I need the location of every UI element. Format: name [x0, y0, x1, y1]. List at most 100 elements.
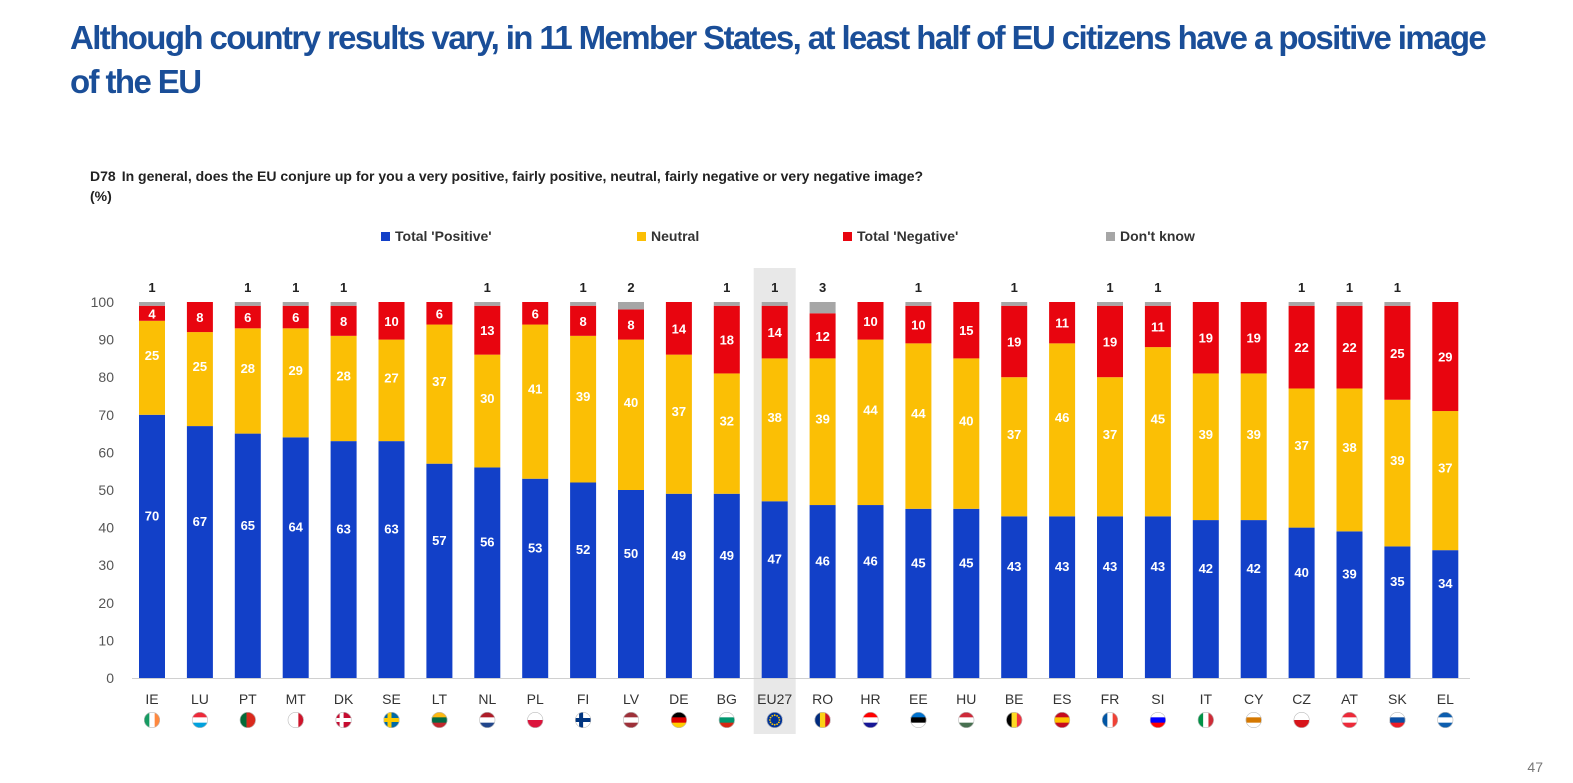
- bar-segment-positive: [761, 501, 788, 678]
- x-tick-label: HR: [860, 691, 880, 707]
- x-tick-label: IT: [1200, 691, 1213, 707]
- value-label-neutral: 38: [1342, 440, 1356, 455]
- value-label-dont-know: 3: [819, 280, 826, 295]
- flag-outline: [479, 711, 496, 728]
- bar-segment-negative: [618, 309, 644, 340]
- x-tick-label: SK: [1388, 691, 1407, 707]
- value-label-negative: 10: [384, 314, 398, 329]
- bar-segment-dont-know: [809, 302, 836, 314]
- y-tick-label: 0: [106, 670, 114, 686]
- bar-segment-dont-know: [570, 302, 597, 306]
- value-label-neutral: 37: [1294, 438, 1308, 453]
- value-label-positive: 64: [288, 520, 303, 535]
- bar-segment-neutral: [474, 354, 501, 468]
- value-label-dont-know: 1: [340, 280, 347, 295]
- question-unit: (%): [90, 188, 112, 204]
- flag-icon-lv: [623, 712, 639, 728]
- bar-segment-negative: [522, 302, 549, 325]
- bar-segment-negative: [1144, 305, 1171, 348]
- value-label-negative: 6: [532, 306, 539, 321]
- flag-outline: [144, 711, 161, 728]
- value-label-negative: 15: [959, 323, 973, 338]
- value-label-neutral: 38: [767, 410, 781, 425]
- value-label-negative: 19: [1246, 331, 1260, 346]
- flag-outline: [1102, 711, 1119, 728]
- bar-segment-positive: [1336, 531, 1363, 678]
- flag-icon-pl: [527, 712, 544, 728]
- flag-icon-mt: [287, 712, 304, 728]
- value-label-neutral: 39: [576, 389, 590, 404]
- x-tick-label: ES: [1053, 691, 1072, 707]
- legend-label-positive: Total 'Positive': [395, 228, 492, 244]
- flag-icon-bg: [718, 712, 735, 728]
- flag-icon-hr: [862, 712, 879, 728]
- bar-segment-negative: [282, 305, 309, 329]
- bar-segment-positive: [1432, 550, 1459, 678]
- bar-segment-positive: [905, 508, 932, 678]
- value-label-positive: 49: [720, 548, 734, 563]
- value-label-positive: 45: [959, 555, 973, 570]
- bar-segment-negative: [713, 305, 740, 374]
- value-label-neutral: 30: [480, 391, 494, 406]
- bar-segment-positive: [953, 508, 980, 678]
- value-label-dont-know: 1: [148, 280, 155, 295]
- page-number: 47: [1527, 759, 1543, 775]
- value-label-dont-know: 1: [1011, 280, 1018, 295]
- flag-icon-se: [383, 712, 400, 728]
- flag-icon-si: [1149, 712, 1166, 728]
- bar-segment-positive: [426, 463, 453, 678]
- value-label-positive: 43: [1151, 559, 1165, 574]
- value-label-negative: 29: [1438, 350, 1452, 365]
- bar-segment-negative: [378, 302, 405, 340]
- bar-segment-positive: [1144, 516, 1171, 678]
- value-label-negative: 19: [1199, 331, 1213, 346]
- question-text: In general, does the EU conjure up for y…: [121, 168, 924, 184]
- bar-segment-neutral: [186, 332, 213, 427]
- bar-segment-negative: [905, 305, 932, 344]
- flag-icon-pt: [239, 712, 256, 728]
- legend-item-positive: Total 'Positive': [381, 228, 492, 244]
- flag-icon-dk: [335, 712, 352, 728]
- x-tick-label: FI: [577, 691, 589, 707]
- bar-segment-negative: [330, 305, 357, 336]
- bar-segment-positive: [713, 493, 740, 678]
- flag-icon-eu27: [766, 712, 783, 728]
- flag-outline: [1054, 711, 1071, 728]
- value-label-dont-know: 2: [627, 280, 634, 295]
- value-label-negative: 8: [196, 310, 203, 325]
- flag-icon-lt: [431, 712, 448, 728]
- bar-segment-positive: [1049, 516, 1076, 678]
- bar-segment-dont-know: [905, 302, 932, 306]
- bar-segment-neutral: [570, 335, 597, 483]
- value-label-dont-know: 1: [1106, 280, 1113, 295]
- value-label-neutral: 37: [1007, 427, 1021, 442]
- value-label-negative: 22: [1342, 340, 1356, 355]
- value-label-neutral: 28: [241, 361, 255, 376]
- flag-icon-at: [1341, 712, 1358, 728]
- value-label-negative: 13: [480, 323, 494, 338]
- x-tick-label: RO: [812, 691, 833, 707]
- y-tick-label: 70: [98, 407, 114, 423]
- bar-segment-dont-know: [139, 302, 165, 306]
- bar-segment-negative: [1288, 305, 1315, 389]
- bar-segment-dont-know: [282, 302, 309, 306]
- value-label-positive: 52: [576, 542, 590, 557]
- bar-segment-neutral: [1336, 388, 1363, 532]
- value-label-positive: 63: [384, 522, 398, 537]
- flag-icon-hu: [958, 712, 975, 728]
- bar-segment-dont-know: [618, 302, 644, 310]
- legend-swatch-negative: [843, 231, 852, 241]
- bar-segment-neutral: [1001, 377, 1028, 517]
- bar-segment-positive: [857, 505, 884, 678]
- value-label-positive: 35: [1390, 574, 1404, 589]
- flag-outline: [910, 711, 927, 728]
- flag-icon-cy: [1245, 712, 1262, 728]
- flag-outline: [191, 711, 208, 728]
- bar-segment-dont-know: [1336, 302, 1363, 306]
- x-tick-label: SI: [1151, 691, 1164, 707]
- value-label-neutral: 41: [528, 382, 542, 397]
- bar-segment-negative: [426, 302, 453, 325]
- value-label-positive: 47: [767, 552, 781, 567]
- legend-swatch-dont-know: [1106, 231, 1115, 241]
- y-tick-label: 40: [98, 520, 114, 536]
